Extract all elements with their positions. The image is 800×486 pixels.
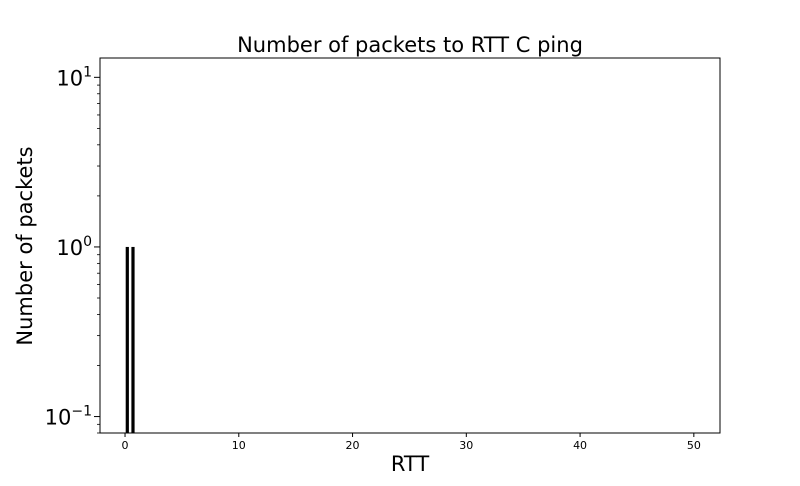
bar-0 [125, 246, 129, 433]
bar-1 [131, 246, 135, 433]
x-tick-label-4: 40 [573, 439, 587, 452]
chart-title: Number of packets to RTT C ping [237, 33, 583, 57]
x-ticks: 0 10 20 30 40 50 [122, 433, 701, 452]
x-tick-label-5: 50 [687, 439, 701, 452]
x-tick-label-0: 0 [122, 439, 129, 452]
x-axis-label: RTT [391, 452, 430, 476]
plot-frame [99, 57, 721, 434]
y-axis-label: Number of packets [13, 146, 37, 345]
bars-group [125, 246, 135, 433]
y-tick-label-2: 101 [56, 64, 92, 90]
x-tick-label-1: 10 [232, 439, 246, 452]
y-tick-label-1: 100 [56, 234, 92, 260]
y-ticks: 10−1 100 101 [45, 64, 100, 430]
x-tick-label-3: 30 [459, 439, 473, 452]
x-tick-label-2: 20 [346, 439, 360, 452]
y-tick-label-0: 10−1 [45, 404, 92, 430]
